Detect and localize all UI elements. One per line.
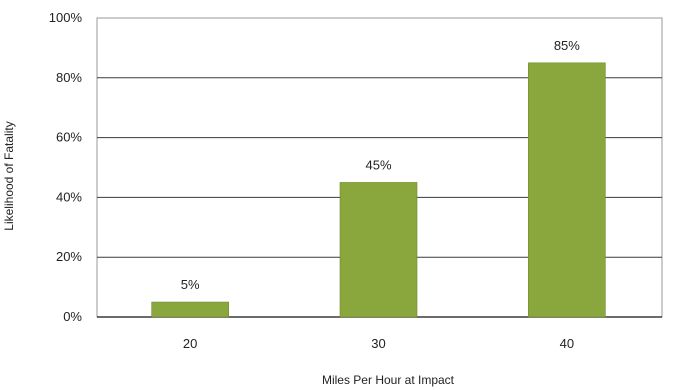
bars <box>151 62 606 318</box>
data-label-20: 5% <box>181 277 200 292</box>
y-tick-label-100: 100% <box>49 10 83 25</box>
y-tick-labels: 0% 20% 40% 60% 80% 100% <box>49 10 83 324</box>
data-label-40: 85% <box>554 38 580 53</box>
bar-20 <box>151 301 229 318</box>
y-tick-label-0: 0% <box>63 309 82 324</box>
bar-40 <box>528 62 606 318</box>
bar-30 <box>339 182 418 318</box>
x-tick-labels: 20 30 40 <box>183 336 574 351</box>
x-axis-title: Miles Per Hour at Impact <box>322 373 455 387</box>
y-tick-label-60: 60% <box>56 130 82 145</box>
y-tick-label-80: 80% <box>56 70 82 85</box>
y-tick-label-20: 20% <box>56 249 82 264</box>
x-tick-label-20: 20 <box>183 336 197 351</box>
y-axis-title: Likelihood of Fatality <box>2 121 16 230</box>
data-labels: 5% 45% 85% <box>181 38 581 292</box>
y-tick-label-40: 40% <box>56 189 82 204</box>
data-label-30: 45% <box>365 157 391 172</box>
x-tick-label-40: 40 <box>560 336 574 351</box>
x-tick-label-30: 30 <box>371 336 385 351</box>
